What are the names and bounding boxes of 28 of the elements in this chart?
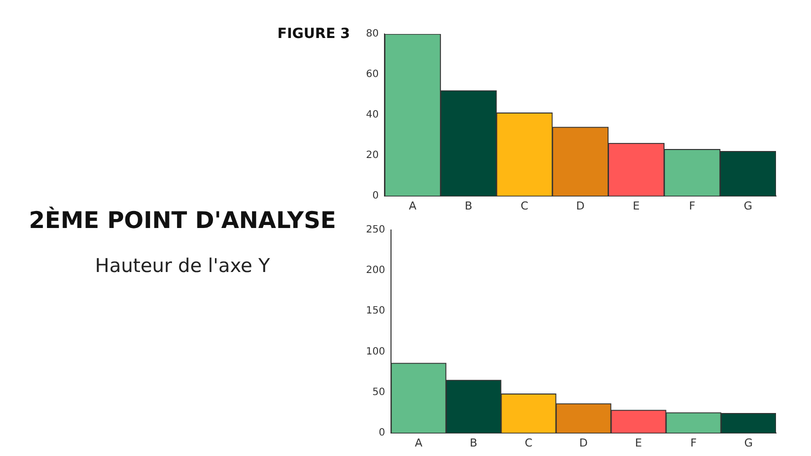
x-tick-label: F — [690, 436, 697, 450]
y-tick-label: 250 — [366, 224, 386, 236]
y-tick-label: 200 — [366, 265, 386, 276]
x-tick-label: E — [632, 199, 640, 212]
x-tick-label: A — [408, 199, 417, 212]
x-tick-label: G — [744, 199, 752, 212]
x-tick-label: B — [464, 199, 472, 212]
y-tick-label: 100 — [366, 346, 386, 358]
x-tick-label: D — [576, 199, 585, 212]
x-tick-label: F — [688, 199, 696, 212]
y-tick-label: 50 — [372, 386, 386, 398]
y-tick-label: 0 — [372, 190, 379, 202]
y-tick-label: 60 — [366, 69, 379, 80]
x-tick-label: A — [414, 436, 423, 450]
x-tick-label: B — [470, 436, 478, 450]
text: 2ÈME POINT D'ANALYSE — [28, 208, 338, 234]
chart-title: FIGURE 3 — [276, 26, 350, 42]
y-tick-label: 40 — [366, 109, 379, 120]
x-tick-label: D — [579, 436, 588, 450]
text: Hauteur de l'axe Y — [94, 255, 271, 277]
x-tick-label: G — [744, 436, 753, 450]
x-tick-label: C — [520, 199, 529, 212]
y-tick-label: 80 — [366, 28, 379, 40]
x-tick-label: E — [635, 436, 642, 450]
y-tick-label: 20 — [366, 150, 379, 161]
y-tick-label: 150 — [366, 306, 386, 317]
x-tick-label: C — [524, 436, 533, 450]
y-tick-label: 0 — [378, 427, 386, 438]
